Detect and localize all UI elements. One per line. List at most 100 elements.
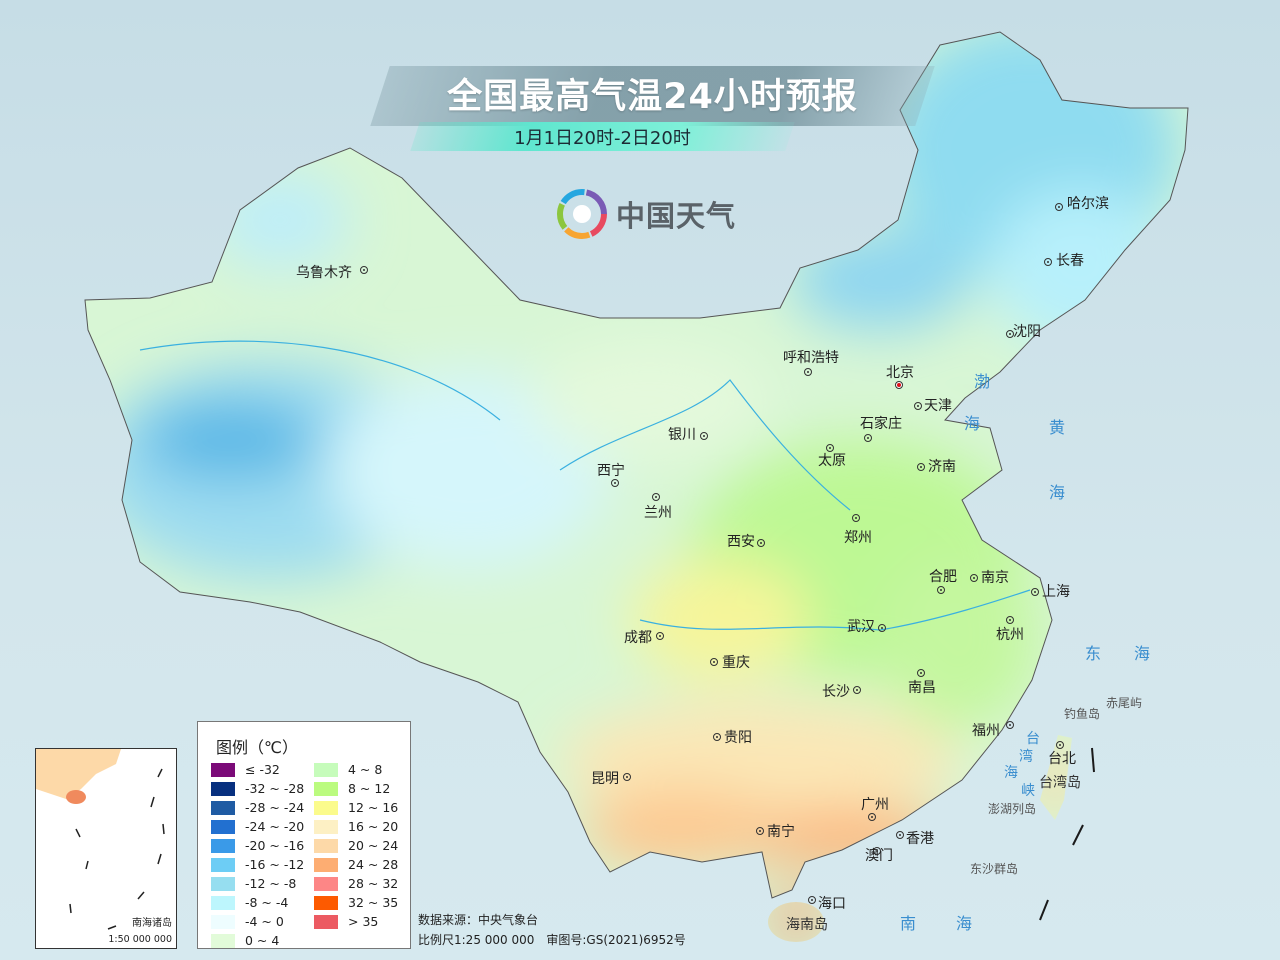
- city-marker-icon: [756, 827, 764, 835]
- legend-swatch: [314, 895, 338, 910]
- city-marker-icon: [700, 432, 708, 440]
- legend-swatch: [211, 800, 235, 815]
- legend-item: 20 ~ 24: [314, 838, 398, 853]
- city-label: 福州: [972, 723, 1000, 739]
- legend-label: 0 ~ 4: [245, 933, 280, 948]
- legend-label: -12 ~ -8: [245, 876, 297, 891]
- sea-label: 海: [1134, 644, 1151, 663]
- city-marker-icon: [917, 669, 925, 677]
- map-scale: 比例尺1:25 000 000 审图号:GS(2021)6952号: [418, 933, 686, 947]
- legend-label: 20 ~ 24: [348, 838, 399, 853]
- island-label: 海南岛: [786, 917, 828, 933]
- city-label: 台北: [1048, 751, 1076, 767]
- island-label: 钓鱼岛: [1064, 707, 1101, 721]
- city-label: 杭州: [996, 627, 1024, 643]
- legend: 图例（℃） ≤ -32 -32 ~ -28 -28 ~ -24 -24 ~ -20 -2…: [197, 721, 411, 949]
- legend-swatch: [314, 914, 338, 929]
- city-marker-icon: [970, 574, 978, 582]
- city-label: 南京: [981, 570, 1009, 586]
- city-label: 重庆: [722, 655, 750, 671]
- city-marker-icon: [360, 266, 368, 274]
- city-marker-icon: [757, 539, 765, 547]
- city-marker-icon: [873, 847, 881, 855]
- city-label: 上海: [1042, 584, 1070, 600]
- nine-dash-line: [1039, 747, 1095, 921]
- city-marker-icon: [1006, 330, 1014, 338]
- island-label: 台湾岛: [1039, 775, 1081, 791]
- city-marker-icon: [710, 658, 718, 666]
- legend-swatch: [211, 781, 235, 796]
- sea-label: 峡: [1021, 783, 1035, 799]
- city-marker-icon: [896, 831, 904, 839]
- legend-item: 28 ~ 32: [314, 876, 398, 891]
- city-label: 石家庄: [860, 416, 902, 432]
- city-marker-icon: [878, 624, 886, 632]
- legend-swatch: [211, 876, 235, 891]
- legend-item: 16 ~ 20: [314, 819, 398, 834]
- sea-label: 湾: [1019, 749, 1033, 765]
- legend-swatch: [314, 781, 338, 796]
- river-lines: [139, 340, 1031, 631]
- legend-swatch: [211, 857, 235, 872]
- city-label: 成都: [624, 630, 652, 646]
- sea-label: 渤: [974, 372, 991, 391]
- city-label: 哈尔滨: [1067, 196, 1109, 212]
- city-marker-icon: [1056, 741, 1064, 749]
- south-china-sea-inset: 南海诸岛 1:50 000 000: [35, 748, 177, 949]
- city-marker-icon: [713, 733, 721, 741]
- city-label: 郑州: [844, 530, 872, 546]
- legend-swatch: [314, 876, 338, 891]
- city-marker-icon: [868, 813, 876, 821]
- city-marker-icon: [1006, 721, 1014, 729]
- city-marker-icon: [826, 444, 834, 452]
- city-marker-icon: [1031, 588, 1039, 596]
- legend-label: 32 ~ 35: [348, 895, 399, 910]
- city-label: 武汉: [847, 619, 875, 635]
- sea-label: 南: [900, 914, 917, 933]
- city-marker-icon: [864, 434, 872, 442]
- logo: 中国天气: [556, 188, 736, 240]
- city-marker-icon: [1055, 203, 1063, 211]
- logo-text: 中国天气: [616, 199, 737, 233]
- city-label: 济南: [928, 459, 956, 475]
- legend-item: 12 ~ 16: [314, 800, 398, 815]
- inset-scale: 1:50 000 000: [108, 934, 172, 945]
- city-label: 乌鲁木齐: [296, 265, 352, 281]
- city-label: 香港: [906, 831, 934, 847]
- sea-label: 海: [1004, 765, 1018, 781]
- legend-item: -16 ~ -12: [211, 857, 304, 872]
- city-label: 南昌: [908, 680, 936, 696]
- legend-item: -32 ~ -28: [211, 781, 304, 796]
- legend-item: 8 ~ 12: [314, 781, 390, 796]
- city-label: 合肥: [929, 569, 957, 585]
- city-marker-icon: [808, 896, 816, 904]
- legend-label: 8 ~ 12: [348, 781, 391, 796]
- city-label: 沈阳: [1013, 324, 1041, 340]
- legend-swatch: [314, 800, 338, 815]
- legend-swatch: [211, 838, 235, 853]
- legend-swatch: [211, 895, 235, 910]
- legend-label: 16 ~ 20: [348, 819, 399, 834]
- city-label: 贵阳: [724, 730, 752, 746]
- city-marker-icon: [1006, 616, 1014, 624]
- capital-marker-icon: [895, 381, 903, 389]
- sea-label: 台: [1026, 731, 1040, 747]
- page-title: 全国最高气温24小时预报: [447, 77, 858, 117]
- city-label: 长春: [1056, 253, 1084, 269]
- spiral-logo-icon: [557, 189, 607, 239]
- city-marker-icon: [623, 773, 631, 781]
- city-marker-icon: [611, 479, 619, 487]
- sea-label: 东: [1085, 644, 1102, 663]
- city-marker-icon: [937, 586, 945, 594]
- legend-label: -24 ~ -20: [245, 819, 305, 834]
- legend-label: -32 ~ -28: [245, 781, 305, 796]
- legend-item: 32 ~ 35: [314, 895, 398, 910]
- city-label: 广州: [861, 797, 889, 813]
- city-label: 长沙: [822, 684, 850, 700]
- sea-label: 海: [956, 914, 973, 933]
- city-marker-icon: [852, 514, 860, 522]
- city-label: 北京: [886, 365, 914, 381]
- legend-label: -28 ~ -24: [245, 800, 305, 815]
- legend-item: -4 ~ 0: [211, 914, 284, 929]
- legend-item: 4 ~ 8: [314, 762, 382, 777]
